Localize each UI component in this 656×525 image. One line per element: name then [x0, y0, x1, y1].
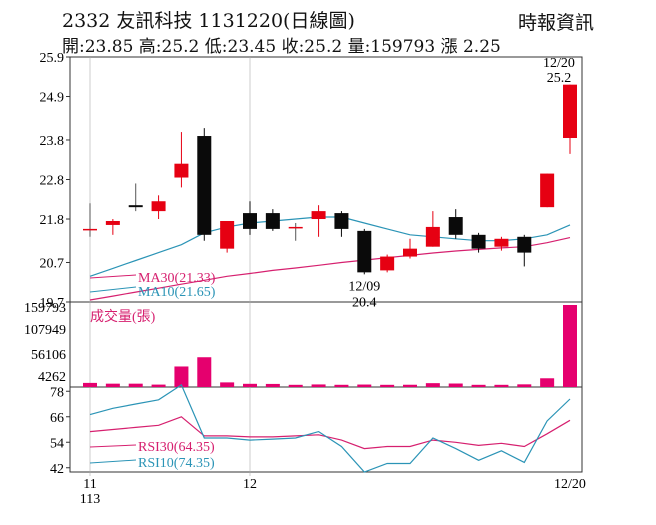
legend-swatch — [89, 286, 137, 293]
candle-body — [265, 213, 280, 229]
volume-bar — [105, 383, 120, 387]
candle-body — [517, 236, 532, 253]
volume-bar — [380, 384, 395, 387]
candle-body — [83, 228, 97, 231]
rsi-tick-label: 54 — [50, 436, 64, 451]
rsi-line — [89, 384, 571, 473]
candle-body — [540, 173, 555, 208]
y-tick-label: 22.8 — [40, 174, 65, 189]
volume-tick-label: 107949 — [24, 323, 66, 338]
volume-bar — [563, 305, 577, 387]
candle-body — [311, 211, 326, 220]
volume-bar — [425, 383, 440, 387]
candle-body — [425, 226, 440, 247]
y-tick-label: 20.7 — [40, 256, 65, 271]
y-tick-label: 21.8 — [40, 213, 65, 228]
volume-bar — [151, 384, 166, 387]
legend-label: RSI30(64.35) — [138, 440, 215, 455]
candle-body — [197, 136, 212, 235]
candle-body — [151, 201, 166, 212]
price-summary: 開:23.85 高:25.2 低:23.45 收:25.2 量:159793 漲… — [62, 37, 501, 57]
volume-bar — [357, 384, 372, 387]
annotation-value: 20.4 — [352, 295, 377, 310]
volume-tick-label: 4262 — [38, 370, 66, 385]
plot-frame — [69, 56, 583, 473]
volume-bar — [220, 382, 235, 387]
rsi-tick-label: 66 — [50, 411, 64, 426]
x-sublabel: 113 — [80, 492, 100, 507]
candle-body — [220, 220, 235, 249]
y-tick-label: 24.9 — [40, 91, 65, 106]
volume-tick-label: 159793 — [24, 301, 66, 316]
rsi-tick-label: 78 — [50, 385, 64, 400]
candle-body — [174, 163, 189, 178]
chart-title: 2332 友訊科技 1131220(日線圖) — [62, 10, 355, 32]
volume-bar — [128, 383, 143, 387]
candle-body — [494, 238, 509, 247]
annotation-date: 12/20 — [543, 56, 575, 71]
candle-body — [105, 220, 120, 225]
volume-bar — [174, 366, 189, 387]
volume-bar — [83, 382, 97, 387]
ma10-line — [89, 216, 571, 277]
legend-swatch — [89, 274, 137, 279]
y-tick-label: 25.9 — [40, 51, 65, 66]
candle-body — [380, 256, 395, 271]
rsi-tick-label: 42 — [50, 462, 64, 477]
candle-body — [334, 213, 349, 229]
legend-swatch — [89, 444, 137, 448]
volume-bar — [265, 383, 280, 387]
candle-body — [471, 234, 486, 249]
x-tick-label: 12 — [243, 477, 257, 492]
candle-body — [563, 84, 577, 139]
volume-bar — [403, 384, 417, 387]
legend-label: RSI10(74.35) — [138, 456, 215, 471]
y-tick-label: 19.7 — [40, 296, 65, 311]
annotation-value: 25.2 — [547, 71, 572, 86]
candle-body — [403, 248, 417, 257]
volume-bar — [243, 383, 257, 387]
volume-bar — [448, 383, 463, 387]
volume-bar — [540, 378, 555, 387]
volume-bar — [494, 384, 509, 387]
volume-tick-label: 56106 — [31, 348, 66, 363]
candle-body — [357, 230, 372, 273]
legend-swatch — [89, 459, 137, 464]
volume-bar — [197, 357, 212, 387]
volume-bar — [311, 384, 326, 387]
brand-label: 時報資訊 — [517, 12, 594, 34]
volume-bar — [517, 384, 532, 387]
candle-body — [288, 226, 303, 229]
annotation-date: 12/09 — [348, 279, 380, 294]
legend-label: MA30(21.33) — [138, 271, 216, 286]
candle-body — [128, 205, 143, 208]
legend-label: MA10(21.65) — [138, 285, 216, 300]
candle-body — [243, 213, 257, 229]
x-tick-label: 12/20 — [554, 477, 586, 492]
volume-bar — [334, 384, 349, 387]
volume-title: 成交量(張) — [90, 308, 156, 325]
x-tick-label: 11 — [83, 477, 96, 492]
rsi-line — [89, 416, 571, 450]
ma30-line — [89, 237, 571, 301]
volume-bar — [288, 384, 303, 387]
candle-body — [448, 217, 463, 235]
volume-bar — [471, 384, 486, 387]
y-tick-label: 23.8 — [40, 134, 65, 149]
